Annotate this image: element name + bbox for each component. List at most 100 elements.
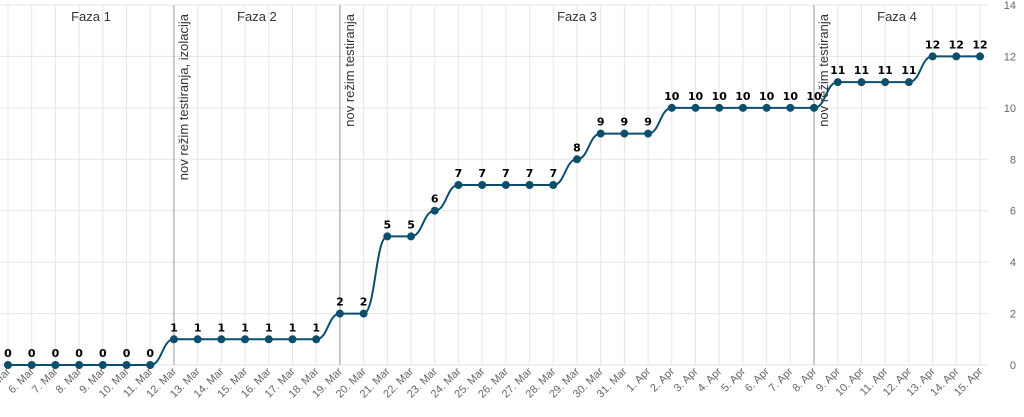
data-label: 0 [123, 347, 131, 360]
data-point [288, 335, 297, 344]
plot-line-label: nov režim testiranja [342, 13, 357, 126]
data-label: 2 [336, 296, 344, 309]
data-point [833, 78, 842, 87]
plot-line-label: nov režim testiranja [816, 13, 831, 126]
data-label: 1 [265, 321, 273, 334]
data-label: 8 [573, 141, 581, 154]
data-point [51, 361, 60, 369]
data-label: 9 [597, 116, 605, 129]
y-tick-label: 6 [1010, 206, 1016, 218]
data-point [596, 129, 605, 138]
data-point [27, 361, 36, 369]
x-tick-label: 2. Apr [648, 365, 677, 394]
data-point [881, 78, 890, 87]
y-tick-label: 0 [1010, 360, 1016, 372]
data-label: 10 [664, 90, 680, 103]
data-label: 5 [407, 218, 415, 231]
data-point [691, 103, 700, 112]
data-label: 2 [360, 296, 368, 309]
data-point [762, 103, 771, 112]
data-label: 0 [146, 347, 154, 360]
grid [0, 4, 988, 366]
data-point [810, 103, 819, 112]
data-label: 12 [972, 38, 987, 51]
phase-label: Faza 4 [877, 9, 917, 24]
data-point [454, 181, 463, 189]
data-point [549, 181, 558, 189]
data-label: 11 [830, 64, 845, 77]
data-label: 6 [431, 193, 439, 206]
data-point [667, 103, 676, 112]
series [4, 52, 984, 369]
data-point [478, 181, 487, 189]
data-point [169, 335, 178, 344]
data-point [75, 361, 84, 369]
data-label: 10 [712, 90, 728, 103]
data-point [407, 232, 416, 241]
data-point [359, 309, 368, 318]
data-label: 11 [878, 64, 893, 77]
data-label: 0 [28, 347, 36, 360]
data-label: 7 [455, 167, 463, 180]
data-point [146, 361, 155, 369]
data-label: 10 [735, 90, 751, 103]
data-label: 12 [925, 38, 940, 51]
data-label: 1 [170, 321, 178, 334]
data-point [738, 103, 747, 112]
y-tick-label: 10 [1004, 103, 1016, 115]
phase-label: Faza 1 [71, 9, 111, 24]
data-label: 10 [688, 90, 704, 103]
data-point [241, 335, 250, 344]
data-label: 5 [383, 218, 391, 231]
data-label: 1 [289, 321, 297, 334]
phase-bands: Faza 1 Faza 2 Faza 3 Faza 4 [71, 9, 917, 24]
data-label: 0 [75, 347, 83, 360]
x-tick-label: 1. Apr [624, 365, 653, 394]
data-labels: 0 0 0 0 0 0 01 1 1 1 1 1 12 25 567 7 7 7 789 9 910 10 10 10 10 10… [4, 38, 987, 360]
x-tick-label: 8. Mar [54, 365, 85, 396]
data-point [715, 103, 724, 112]
data-label: 1 [194, 321, 202, 334]
data-label: 7 [502, 167, 510, 180]
data-label: 1 [218, 321, 226, 334]
data-label: 12 [949, 38, 964, 51]
plot-line-label: nov režim testiranja, izolacija [176, 13, 191, 180]
plot-lines: nov režim testiranja, izolacija nov režim… [173, 5, 831, 365]
data-point [644, 129, 653, 138]
phase-label: Faza 2 [237, 9, 277, 24]
data-label: 10 [759, 90, 775, 103]
data-point [572, 155, 581, 164]
y-tick-label: 4 [1010, 257, 1016, 269]
x-tick-label: 5. Apr [719, 365, 748, 394]
data-label: 9 [644, 116, 652, 129]
x-tick-label: 6. Apr [743, 365, 772, 394]
data-point [857, 78, 866, 87]
data-label: 7 [526, 167, 534, 180]
data-label: 10 [783, 90, 799, 103]
y-tick-label: 12 [1004, 51, 1016, 63]
data-point [430, 206, 439, 215]
data-label: 1 [312, 321, 320, 334]
data-point [264, 335, 273, 344]
x-tick-label: 7. Apr [767, 365, 796, 394]
y-tick-label: 14 [1004, 0, 1016, 12]
data-point [928, 52, 937, 61]
data-point [383, 232, 392, 241]
data-point [904, 78, 913, 87]
data-label: 7 [549, 167, 557, 180]
data-label: 11 [854, 64, 869, 77]
data-point [98, 361, 107, 369]
data-point [217, 335, 226, 344]
data-point [976, 52, 984, 61]
y-tick-label: 2 [1010, 309, 1016, 321]
data-point [952, 52, 961, 61]
x-tick-label: 4. Apr [696, 365, 725, 394]
data-label: 9 [621, 116, 629, 129]
y-axis: 0 2 4 6 8 10 12 14 [1004, 0, 1016, 372]
data-label: 7 [478, 167, 486, 180]
data-point [122, 361, 131, 369]
data-point [193, 335, 202, 344]
x-tick-label: 3. Apr [672, 365, 701, 394]
